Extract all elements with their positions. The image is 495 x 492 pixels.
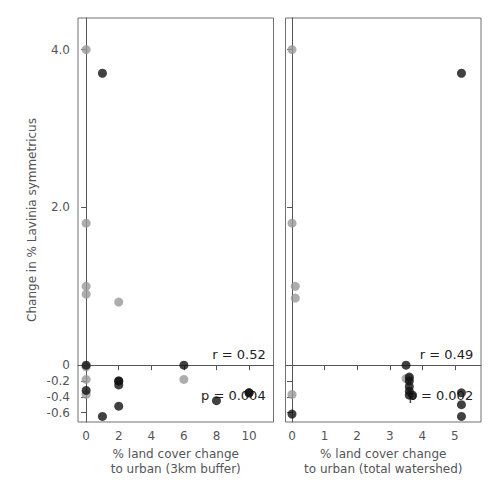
svg-text:5: 5 <box>451 429 459 443</box>
svg-text:-0.6: -0.6 <box>47 406 70 420</box>
svg-text:to urban (3km buffer): to urban (3km buffer) <box>111 462 241 476</box>
svg-text:% land cover change: % land cover change <box>113 447 239 461</box>
svg-text:4.0: 4.0 <box>51 43 70 57</box>
svg-text:Change in % Lavinia symmetricu: Change in % Lavinia symmetricus <box>25 118 39 322</box>
svg-text:r = 0.49: r = 0.49 <box>420 347 473 362</box>
svg-text:4: 4 <box>419 429 427 443</box>
svg-text:r = 0.52: r = 0.52 <box>212 347 265 362</box>
svg-text:8: 8 <box>213 429 221 443</box>
svg-text:% land cover change: % land cover change <box>320 447 446 461</box>
svg-text:10: 10 <box>241 429 256 443</box>
svg-text:3: 3 <box>386 429 394 443</box>
svg-text:1: 1 <box>321 429 329 443</box>
svg-text:p = 0.004: p = 0.004 <box>201 388 266 403</box>
svg-text:2.0: 2.0 <box>51 200 70 214</box>
svg-text:-0.4: -0.4 <box>47 390 70 404</box>
svg-text:0: 0 <box>82 429 90 443</box>
svg-text:6: 6 <box>180 429 188 443</box>
svg-text:4: 4 <box>147 429 155 443</box>
svg-text:to urban (total watershed): to urban (total watershed) <box>304 462 462 476</box>
svg-text:2: 2 <box>115 429 123 443</box>
svg-text:2: 2 <box>353 429 361 443</box>
svg-text:-0.2: -0.2 <box>47 374 70 388</box>
svg-text:p = 0.002: p = 0.002 <box>409 388 474 403</box>
svg-text:0: 0 <box>288 429 296 443</box>
svg-text:0: 0 <box>62 358 70 372</box>
